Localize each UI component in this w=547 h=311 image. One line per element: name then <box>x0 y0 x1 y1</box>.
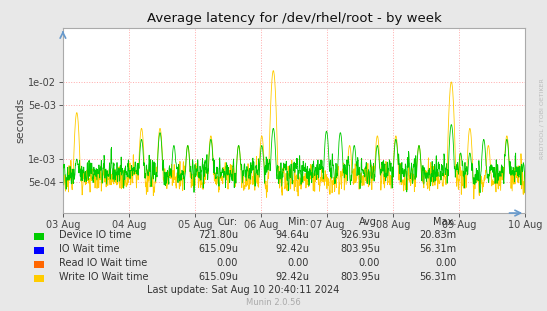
Text: Device IO time: Device IO time <box>59 230 131 240</box>
Text: 92.42u: 92.42u <box>275 244 309 254</box>
Text: 20.83m: 20.83m <box>420 230 457 240</box>
Text: 0.00: 0.00 <box>359 258 380 268</box>
Text: Munin 2.0.56: Munin 2.0.56 <box>246 298 301 307</box>
Text: Min:: Min: <box>288 216 309 226</box>
Title: Average latency for /dev/rhel/root - by week: Average latency for /dev/rhel/root - by … <box>147 12 441 26</box>
Text: 94.64u: 94.64u <box>275 230 309 240</box>
Text: 721.80u: 721.80u <box>198 230 238 240</box>
Y-axis label: seconds: seconds <box>15 98 25 143</box>
Text: Max:: Max: <box>433 216 457 226</box>
Text: Last update: Sat Aug 10 20:40:11 2024: Last update: Sat Aug 10 20:40:11 2024 <box>147 285 339 295</box>
Text: Read IO Wait time: Read IO Wait time <box>59 258 147 268</box>
Text: Cur:: Cur: <box>218 216 238 226</box>
Text: 56.31m: 56.31m <box>420 244 457 254</box>
Text: RRDTOOL / TOBI OETIKER: RRDTOOL / TOBI OETIKER <box>539 78 544 159</box>
Text: 0.00: 0.00 <box>435 258 457 268</box>
Text: 0.00: 0.00 <box>217 258 238 268</box>
Text: 56.31m: 56.31m <box>420 272 457 282</box>
Text: 615.09u: 615.09u <box>198 244 238 254</box>
Text: Write IO Wait time: Write IO Wait time <box>59 272 149 282</box>
Text: 803.95u: 803.95u <box>340 272 380 282</box>
Text: 615.09u: 615.09u <box>198 272 238 282</box>
Text: 803.95u: 803.95u <box>340 244 380 254</box>
Text: Avg:: Avg: <box>359 216 380 226</box>
Text: IO Wait time: IO Wait time <box>59 244 120 254</box>
Text: 0.00: 0.00 <box>288 258 309 268</box>
Text: 92.42u: 92.42u <box>275 272 309 282</box>
Text: 926.93u: 926.93u <box>340 230 380 240</box>
